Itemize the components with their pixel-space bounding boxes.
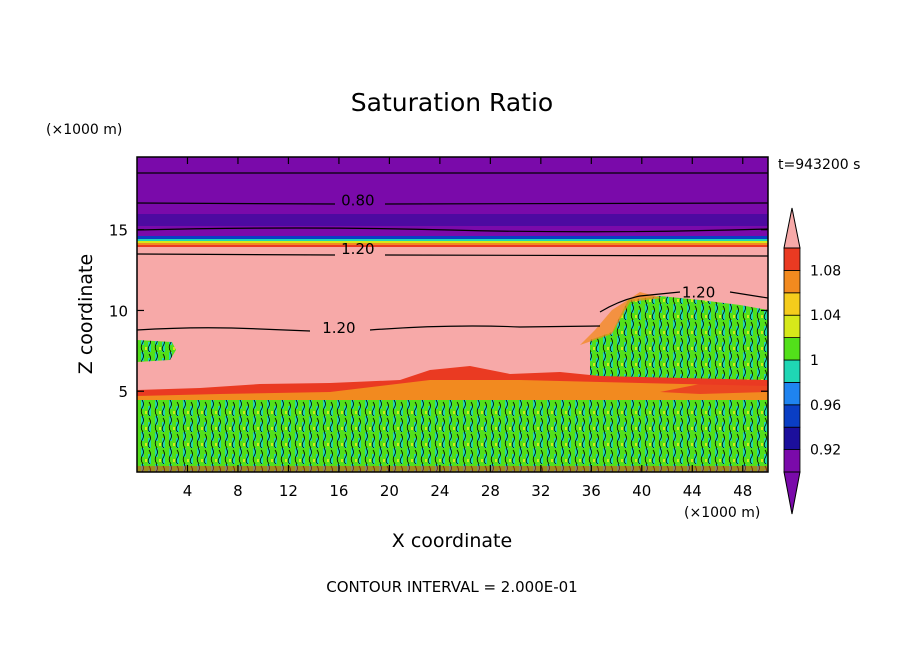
x-tick-label: 28 [481, 482, 500, 500]
gradient-band-blue [137, 236, 768, 239]
colorbar-tick-label: 1 [810, 353, 819, 369]
x-tick-label: 24 [430, 482, 449, 500]
turbulent-lower-layer [137, 400, 768, 472]
contour-label: 1.20 [322, 319, 355, 337]
colorbar-segment [783, 449, 801, 473]
colorbar-over-arrow [783, 207, 801, 249]
contour-interval-note: CONTOUR INTERVAL = 2.000E-01 [326, 578, 577, 596]
x-tick-label: 36 [582, 482, 601, 500]
contour-label: 0.80 [341, 192, 374, 210]
y-axis-label: Z coordinate [75, 254, 97, 374]
contour-label: 1.20 [682, 284, 715, 302]
contour-label: 1.20 [341, 240, 374, 258]
colorbar-segment [783, 381, 801, 406]
dry-upper-layer [137, 157, 768, 239]
gradient-band-cyan [137, 239, 768, 241]
colorbar-segment [783, 426, 801, 451]
time-label: t=943200 s [778, 157, 860, 173]
colorbar-segment [783, 247, 801, 271]
x-tick-label: 48 [733, 482, 752, 500]
colorbar-segment [783, 314, 801, 339]
y-tick-label: 5 [118, 383, 128, 401]
x-tick-label: 16 [329, 482, 348, 500]
contour-lines [136, 172, 769, 332]
lower-orange-fringe [137, 380, 768, 402]
x-tick-label: 12 [279, 482, 298, 500]
x-tick-label: 20 [380, 482, 399, 500]
y-axis-units: (×1000 m) [46, 122, 122, 138]
east-elevated-patch [590, 296, 768, 395]
left-turbulent-patch [137, 340, 176, 362]
chart-title: Saturation Ratio [351, 88, 553, 117]
surface-strip [137, 466, 768, 472]
colorbar-segment [783, 404, 801, 428]
contour-line-0.80-lower [136, 227, 769, 233]
east-orange-fringe [580, 292, 662, 345]
colorbar-segment [783, 269, 801, 294]
contour-labels: 0.80 1.20 1.20 1.20 [322, 192, 715, 338]
gradient-band-red [137, 245, 768, 247]
y-axis-ticks: 5 10 15 [109, 222, 768, 401]
x-axis-ticks: 4 8 12 16 20 24 28 32 36 40 44 48 [183, 157, 752, 500]
colorbar-under-arrow [783, 471, 801, 515]
colorbar-tick-label: 0.96 [810, 398, 841, 414]
x-tick-label: 40 [632, 482, 651, 500]
plot-frame [136, 156, 769, 473]
x-axis-units: (×1000 m) [684, 505, 760, 521]
dark-band [137, 214, 768, 226]
x-axis-label: X coordinate [392, 530, 512, 552]
colorbar-tick-label: 1.08 [810, 263, 841, 279]
east-red-streak [660, 382, 768, 394]
x-tick-label: 44 [683, 482, 702, 500]
x-tick-label: 32 [531, 482, 550, 500]
contour-line-1.20-upper [136, 253, 769, 257]
colorbar-tick-label: 0.92 [810, 443, 841, 459]
gradient-band-yellow [137, 241, 768, 243]
field-layers [137, 157, 768, 472]
contour-line-1.20-east [599, 291, 769, 313]
colorbar-segment [783, 337, 801, 361]
y-tick-label: 10 [109, 302, 128, 320]
x-tick-label: 4 [183, 482, 193, 500]
x-tick-label: 8 [233, 482, 243, 500]
contour-line-1.20-mid [136, 325, 601, 332]
y-tick-label: 15 [109, 222, 128, 240]
colorbar-segment [783, 359, 801, 383]
colorbar: 0.92 0.96 1 1.04 1.08 [783, 207, 841, 515]
gradient-band-orange [137, 243, 768, 245]
colorbar-tick-label: 1.04 [810, 308, 841, 324]
contour-line-0.80 [136, 202, 769, 205]
colorbar-segment [783, 292, 801, 316]
